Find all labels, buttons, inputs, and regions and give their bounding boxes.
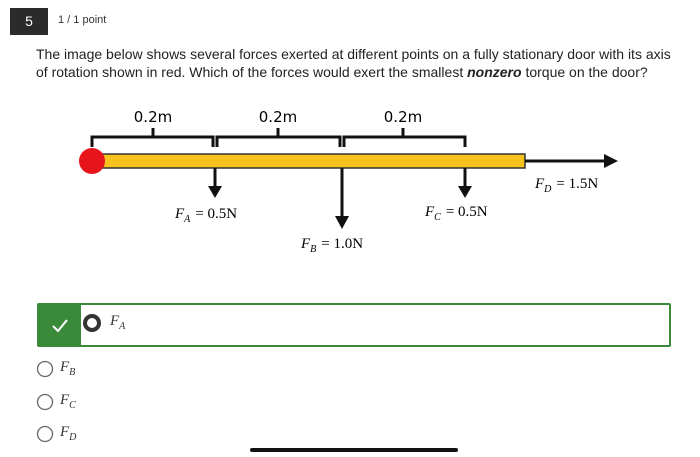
question-emphasis: nonzero	[467, 64, 522, 80]
force-symbol: F	[174, 206, 185, 222]
question-part: torque on the door?	[521, 64, 648, 80]
correct-badge	[39, 305, 81, 345]
force-label: FA = 0.5N	[174, 206, 237, 225]
question-number: 5	[10, 8, 48, 35]
question-text: The image below shows several forces exe…	[36, 45, 676, 81]
radio[interactable]	[36, 393, 54, 411]
segment-label: 0.2m	[134, 108, 172, 126]
radio[interactable]	[36, 425, 54, 443]
segment-label: 0.2m	[384, 108, 422, 126]
option-label[interactable]: FD	[60, 424, 76, 443]
option-subscript: A	[119, 321, 126, 332]
option-symbol: F	[60, 424, 70, 440]
option-subscript: D	[69, 432, 77, 443]
home-indicator	[250, 448, 458, 452]
check-icon	[52, 319, 68, 333]
force-subscript: A	[183, 214, 191, 225]
option-label[interactable]: FA	[110, 313, 125, 332]
option-symbol: F	[60, 359, 70, 375]
door	[91, 153, 526, 169]
force-symbol: F	[534, 176, 545, 192]
force-equation: = 1.5N	[556, 176, 598, 192]
question-part: The image below shows several forces exe…	[36, 46, 671, 80]
force-symbol: F	[424, 204, 435, 220]
option-symbol: F	[110, 313, 120, 329]
option-label[interactable]: FB	[60, 359, 75, 378]
option-subscript: C	[69, 400, 76, 411]
force-label: FD = 1.5N	[534, 176, 598, 195]
option-subscript: B	[69, 367, 76, 378]
force-label: FB = 1.0N	[300, 236, 363, 255]
force-equation: = 0.5N	[446, 204, 488, 220]
force-label: FC = 0.5N	[424, 204, 488, 223]
selected-answer[interactable]	[37, 303, 671, 347]
force-subscript: B	[310, 244, 316, 255]
force-subscript: C	[434, 212, 441, 223]
force-subscript: D	[543, 184, 552, 195]
force-symbol: F	[300, 236, 311, 252]
radio[interactable]	[36, 360, 54, 378]
option-label[interactable]: FC	[60, 392, 76, 411]
option-symbol: F	[60, 392, 70, 408]
force-equation: = 0.5N	[195, 206, 237, 222]
score: 1 / 1 point	[58, 14, 107, 26]
radio-selected[interactable]	[83, 314, 101, 332]
axis	[79, 148, 105, 174]
segment-label: 0.2m	[259, 108, 297, 126]
force-equation: = 1.0N	[321, 236, 363, 252]
